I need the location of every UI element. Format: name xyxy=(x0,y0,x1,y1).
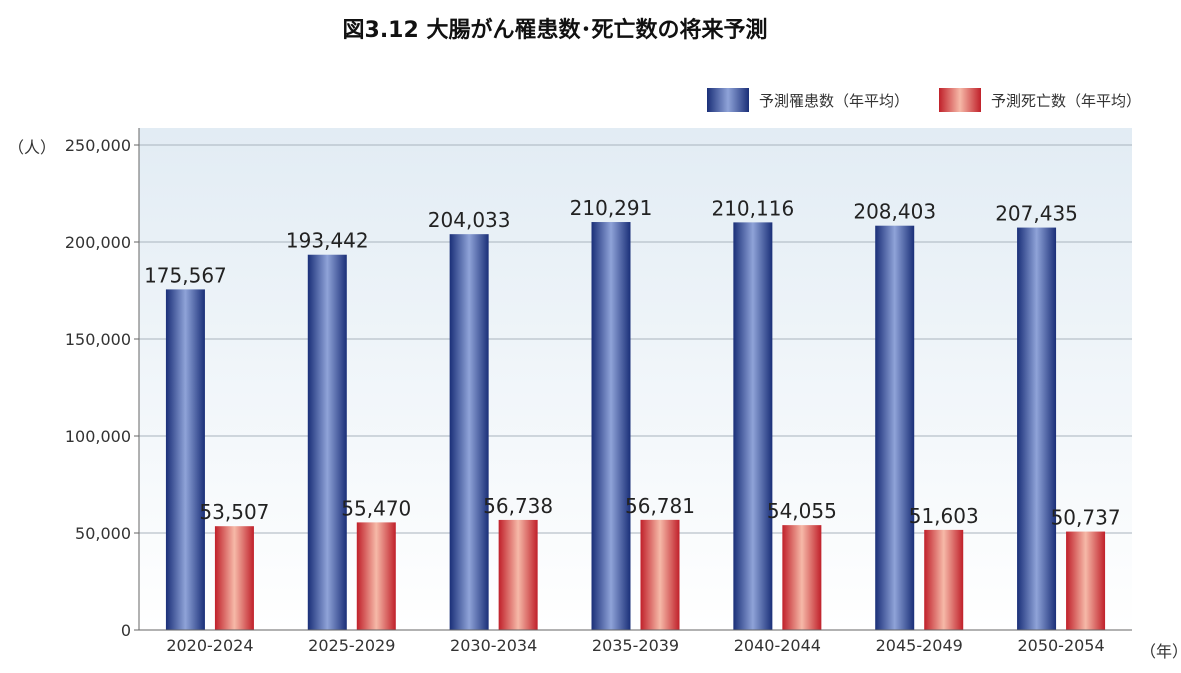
legend: 予測罹患数（年平均） 予測死亡数（年平均） xyxy=(677,88,1141,112)
x-tick-label: 2040-2044 xyxy=(734,636,821,655)
y-tick-label: 0 xyxy=(121,621,131,640)
legend-item-mortality: 予測死亡数（年平均） xyxy=(938,88,1141,112)
x-tick-label: 2020-2024 xyxy=(166,636,253,655)
chart-title: 図3.12 大腸がん罹患数･死亡数の将来予測 xyxy=(342,18,768,43)
plot-area xyxy=(139,128,1132,630)
x-tick-label: 2025-2029 xyxy=(308,636,395,655)
bar-incidence xyxy=(449,234,489,631)
gridlines xyxy=(139,144,1132,534)
bar-incidence xyxy=(733,222,773,631)
data-label-mortality: 56,781 xyxy=(625,494,695,518)
y-axis-ticks: 0 50,000 100,000 150,000 200,000 250,000 xyxy=(65,136,139,640)
bar-mortality xyxy=(640,519,680,630)
x-tick-label: 2045-2049 xyxy=(876,636,963,655)
bar-mortality xyxy=(498,519,538,630)
bar-mortality xyxy=(782,525,822,630)
bar-mortality xyxy=(214,526,254,630)
bar-mortality xyxy=(1066,531,1106,630)
y-axis-unit: （人） xyxy=(8,138,57,157)
data-label-incidence: 207,435 xyxy=(995,202,1078,226)
y-tick-label: 150,000 xyxy=(65,330,131,349)
data-label-mortality: 55,470 xyxy=(341,496,411,520)
legend-swatch-mortality xyxy=(938,88,981,112)
x-axis-unit: （年） xyxy=(1140,642,1181,661)
bar-incidence xyxy=(307,254,347,630)
legend-item-incidence: 予測罹患数（年平均） xyxy=(706,88,909,112)
bar-incidence xyxy=(591,222,631,630)
data-label-incidence: 210,291 xyxy=(570,196,653,220)
data-label-mortality: 54,055 xyxy=(767,499,837,523)
x-tick-label: 2050-2054 xyxy=(1017,636,1104,655)
data-label-incidence: 204,033 xyxy=(428,208,511,232)
bar-incidence xyxy=(1017,227,1057,630)
legend-label-incidence: 予測罹患数（年平均） xyxy=(758,91,909,110)
data-label-mortality: 50,737 xyxy=(1051,506,1121,530)
data-label-mortality: 56,738 xyxy=(483,494,553,518)
x-tick-label: 2030-2034 xyxy=(450,636,537,655)
y-tick-label: 50,000 xyxy=(75,524,131,543)
data-label-incidence: 193,442 xyxy=(286,229,369,253)
legend-label-mortality: 予測死亡数（年平均） xyxy=(990,91,1141,110)
bar-mortality xyxy=(356,522,396,630)
bar-mortality xyxy=(924,529,964,630)
legend-swatch-incidence xyxy=(706,88,749,112)
y-tick-label: 200,000 xyxy=(65,233,131,252)
data-label-incidence: 175,567 xyxy=(144,263,227,287)
bar-incidence xyxy=(875,225,915,630)
data-label-incidence: 210,116 xyxy=(711,196,794,220)
x-axis-ticks: 2020-2024 2025-2029 2030-2034 2035-2039 2040… xyxy=(166,636,1104,655)
x-tick-label: 2035-2039 xyxy=(592,636,679,655)
bars: 175,567 53,507 193,442 55,470 204,033 56,738 2… xyxy=(144,196,1121,631)
y-tick-label: 100,000 xyxy=(65,427,131,446)
data-label-mortality: 53,507 xyxy=(199,500,269,524)
bar-incidence xyxy=(165,289,205,630)
data-label-mortality: 51,603 xyxy=(909,504,979,528)
y-tick-label: 250,000 xyxy=(65,136,131,155)
data-label-incidence: 208,403 xyxy=(853,200,936,224)
